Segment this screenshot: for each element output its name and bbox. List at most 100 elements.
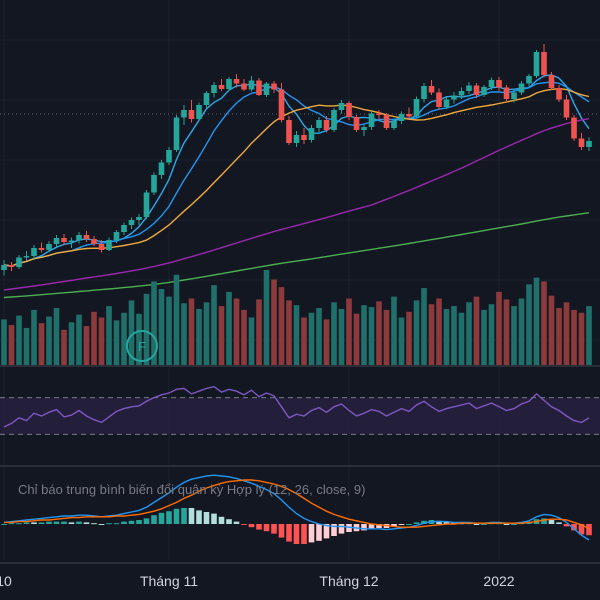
candle-body [16, 257, 22, 267]
macd-histogram-bar [541, 518, 547, 524]
macd-histogram-bar [256, 524, 262, 530]
candle-body [338, 103, 345, 110]
volume-bar [526, 284, 532, 365]
candle-body [533, 52, 540, 76]
volume-bar [271, 279, 277, 365]
volume-bar [158, 289, 165, 365]
volume-bar [323, 319, 330, 365]
volume-bar [8, 325, 15, 365]
macd-histogram-bar [406, 524, 412, 525]
volume-bar [548, 295, 555, 365]
volume-bar [301, 317, 307, 365]
macd-histogram-bar [398, 524, 405, 525]
macd-histogram-bar [8, 523, 15, 525]
macd-histogram-bar [241, 524, 247, 525]
volume-bar [383, 309, 390, 365]
candle-body [106, 240, 112, 250]
macd-histogram-bar [443, 521, 450, 524]
volume-bar [406, 311, 412, 365]
candle-body [541, 52, 547, 75]
candle-body [368, 113, 375, 127]
macd-histogram-bar [211, 513, 217, 524]
macd-histogram-bar [53, 521, 60, 524]
candle-body [406, 114, 412, 117]
volume-bar [443, 308, 450, 365]
rsi-line [3, 385, 590, 428]
volume-bar [248, 317, 255, 365]
volume-bar [151, 281, 157, 365]
volume-bar [533, 277, 540, 365]
volume-layer [1, 270, 592, 365]
volume-bar [181, 303, 187, 365]
candle-body [38, 248, 45, 250]
macd-histogram-bar [503, 524, 510, 525]
macd-histogram-bar [413, 522, 420, 524]
volume-bar [376, 301, 382, 365]
volume-bar [196, 308, 202, 365]
volume-bar [46, 316, 52, 365]
volume-bar [136, 313, 142, 365]
candle-body [128, 220, 135, 225]
volume-bar [391, 296, 397, 365]
candle-body [151, 175, 157, 193]
volume-bar [451, 306, 457, 365]
marker-layer: F [126, 330, 158, 362]
candle-body [91, 239, 97, 244]
macd-histogram-bar [563, 524, 570, 527]
macd-histogram-bar [338, 524, 345, 534]
macd-histogram-bar [128, 520, 135, 524]
volume-bar [488, 304, 495, 365]
macd-histogram-bar [526, 522, 532, 524]
macd-histogram-bar [301, 524, 307, 544]
macd-histogram-bar [451, 522, 457, 524]
candle-body [571, 117, 577, 139]
candle-body [473, 85, 480, 95]
candle-body [511, 92, 517, 99]
x-axis: 10 Tháng 11 Tháng 12 2022 [0, 573, 515, 589]
volume-bar [166, 296, 172, 365]
volume-bar [361, 305, 367, 365]
candle-body [196, 105, 202, 119]
macd-histogram-bar [278, 524, 285, 538]
volume-bar [293, 305, 300, 365]
candle-body [233, 79, 240, 84]
candle-body [503, 87, 510, 99]
candle-body [586, 141, 592, 147]
volume-bar [203, 302, 210, 365]
macd-histogram-bar [83, 522, 90, 524]
volume-bar [316, 308, 322, 365]
candle-body [526, 76, 532, 84]
volume-bar [308, 312, 315, 365]
volume-bar [188, 298, 195, 365]
candle-body [578, 138, 585, 147]
macd-histogram-bar [421, 520, 427, 524]
candle-body [181, 110, 187, 118]
volume-bar [16, 315, 22, 365]
macd-histogram-bar [61, 521, 67, 524]
macd-histogram-bar [136, 520, 142, 524]
macd-histogram-bar [173, 508, 180, 524]
volume-bar [38, 323, 45, 365]
macd-histogram-bar [166, 511, 172, 524]
candle-body [331, 110, 337, 130]
volume-bar [121, 312, 127, 365]
volume-bar [511, 306, 517, 365]
macd-histogram-bar [361, 524, 367, 531]
volume-bar [346, 298, 352, 365]
macd-histogram-bar [316, 524, 322, 541]
volume-bar [143, 293, 150, 365]
candle-body [83, 235, 90, 239]
candle-body [136, 217, 142, 220]
volume-bar [563, 302, 570, 365]
candle-body [563, 99, 570, 118]
macd-histogram-bar [556, 522, 562, 524]
candle-body [481, 87, 487, 95]
candle-body [121, 225, 127, 232]
volume-bar [226, 291, 232, 365]
macd-histogram-bar [76, 521, 82, 524]
macd-panel [1, 474, 592, 544]
candle-body [428, 86, 435, 93]
candle-body [166, 150, 172, 163]
